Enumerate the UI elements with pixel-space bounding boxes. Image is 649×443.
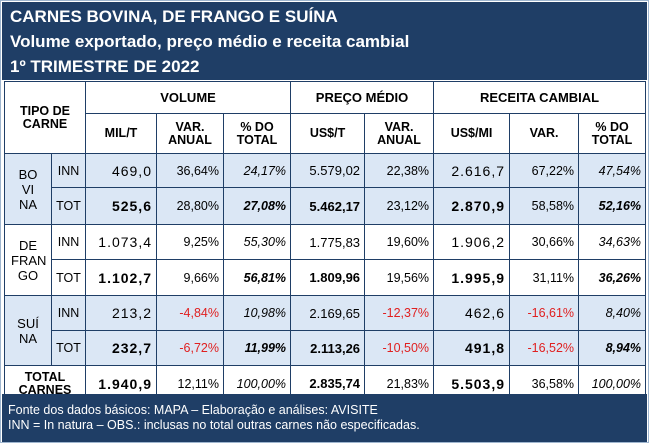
header-vol-milt: MIL/T: [85, 113, 157, 154]
row-tipo: TOT: [51, 259, 86, 296]
cell-vol-var: 28,80%: [156, 187, 224, 225]
cell-vol-var: 9,66%: [156, 259, 224, 296]
footer-obs: INN = In natura – OBS.: inclusas no tota…: [8, 418, 420, 432]
cell-milt: 213,2: [85, 295, 157, 331]
row-tipo: TOT: [51, 187, 86, 225]
cell-ussmi: 462,6: [433, 295, 511, 331]
cell-rec-pct: 8,94%: [578, 330, 647, 366]
title-line-1: CARNES BOVINA, DE FRANGO E SUÍNA: [10, 7, 338, 26]
cell-rec-var: -16,61%: [509, 295, 580, 331]
cell-rec-pct: 8,40%: [578, 295, 647, 331]
cell-preco-var: 22,38%: [364, 153, 435, 188]
cell-milt: 469,0: [85, 153, 157, 188]
cell-rec-var: 58,58%: [509, 187, 580, 225]
cell-preco-var: -12,37%: [364, 295, 435, 331]
table-row: DE FRAN GO INN 1.073,4 9,25% 55,30% 1.77…: [4, 224, 647, 296]
header-preco-usst: US$/T: [290, 113, 366, 154]
cell-rec-var: 67,22%: [509, 153, 580, 188]
cell-vol-var: -4,84%: [156, 295, 224, 331]
cell-vol-var: 36,64%: [156, 153, 224, 188]
group-bovina: BO VI NA: [4, 153, 52, 225]
title-line-3: 1º TRIMESTRE DE 2022: [10, 57, 200, 76]
table-row: SUÍ NA INN 213,2 -4,84% 10,98% 2.169,65 …: [4, 295, 647, 366]
cell-usst: 5.579,02: [290, 153, 366, 188]
cell-preco-var: -10,50%: [364, 330, 435, 366]
cell-vol-pct: 56,81%: [222, 259, 292, 296]
cell-milt: 1.102,7: [85, 259, 157, 296]
table-row: TOT 525,6 28,80% 27,08% 5.462,17 23,12% …: [4, 187, 647, 225]
cell-rec-pct: 36,26%: [578, 259, 647, 296]
header-tipo: TIPO DE CARNE: [4, 81, 86, 154]
cell-vol-var: 9,25%: [156, 224, 224, 260]
cell-rec-var: 30,66%: [509, 224, 580, 260]
cell-rec-pct: 47,54%: [578, 153, 647, 188]
cell-ussmi: 491,8: [433, 330, 511, 366]
cell-rec-var: 31,11%: [509, 259, 580, 296]
title-banner: CARNES BOVINA, DE FRANGO E SUÍNA Volume …: [2, 2, 647, 80]
header-rec-var: VAR.: [509, 113, 580, 154]
cell-ussmi: 2.870,9: [433, 187, 511, 225]
cell-preco-var: 19,60%: [364, 224, 435, 260]
row-tipo: INN: [51, 295, 86, 331]
cell-rec-pct: 34,63%: [578, 224, 647, 260]
header-volume: VOLUME: [84, 81, 292, 114]
cell-vol-pct: 27,08%: [222, 187, 292, 225]
header-preco: PREÇO MÉDIO: [290, 81, 435, 114]
cell-vol-pct: 24,17%: [222, 153, 292, 188]
header-rec-pct: % DO TOTAL: [578, 113, 647, 154]
title-line-2: Volume exportado, preço médio e receita …: [10, 32, 410, 51]
data-table: TIPO DE CARNE VOLUME PREÇO MÉDIO RECEITA…: [4, 81, 647, 402]
cell-usst: 1.775,83: [290, 224, 366, 260]
cell-usst: 2.169,65: [290, 295, 366, 331]
table-row: TOT 232,7 -6,72% 11,99% 2.113,26 -10,50%…: [4, 330, 647, 366]
header-receita: RECEITA CAMBIAL: [433, 81, 647, 114]
row-tipo: INN: [51, 153, 86, 188]
table-row: BO VI NA INN 469,0 36,64% 24,17% 5.579,0…: [4, 153, 647, 225]
row-tipo: INN: [51, 224, 86, 260]
cell-ussmi: 1.995,9: [433, 259, 511, 296]
cell-usst: 2.113,26: [290, 330, 366, 366]
footer-notes: Fonte dos dados básicos: MAPA – Elaboraç…: [2, 394, 647, 442]
cell-rec-pct: 52,16%: [578, 187, 647, 225]
cell-vol-pct: 55,30%: [222, 224, 292, 260]
cell-milt: 525,6: [85, 187, 157, 225]
cell-milt: 1.073,4: [85, 224, 157, 260]
cell-vol-pct: 11,99%: [222, 330, 292, 366]
footer-source: Fonte dos dados básicos: MAPA – Elaboraç…: [8, 403, 378, 417]
cell-preco-var: 23,12%: [364, 187, 435, 225]
cell-ussmi: 2.616,7: [433, 153, 511, 188]
cell-vol-var: -6,72%: [156, 330, 224, 366]
cell-rec-var: -16,52%: [509, 330, 580, 366]
header-rec-ussmi: US$/MI: [433, 113, 511, 154]
header-preco-var: VAR. ANUAL: [364, 113, 435, 154]
cell-ussmi: 1.906,2: [433, 224, 511, 260]
group-suina: SUÍ NA: [4, 295, 52, 366]
table-row: TOT 1.102,7 9,66% 56,81% 1.809,96 19,56%…: [5, 259, 647, 296]
cell-usst: 5.462,17: [290, 187, 366, 225]
row-tipo: TOT: [51, 330, 86, 366]
header-vol-var: VAR. ANUAL: [156, 113, 224, 154]
cell-milt: 232,7: [85, 330, 157, 366]
header-vol-pct: % DO TOTAL: [222, 113, 292, 154]
group-frango: DE FRAN GO: [4, 224, 52, 296]
cell-vol-pct: 10,98%: [222, 295, 292, 331]
cell-usst: 1.809,96: [290, 259, 366, 296]
cell-preco-var: 19,56%: [364, 259, 435, 296]
